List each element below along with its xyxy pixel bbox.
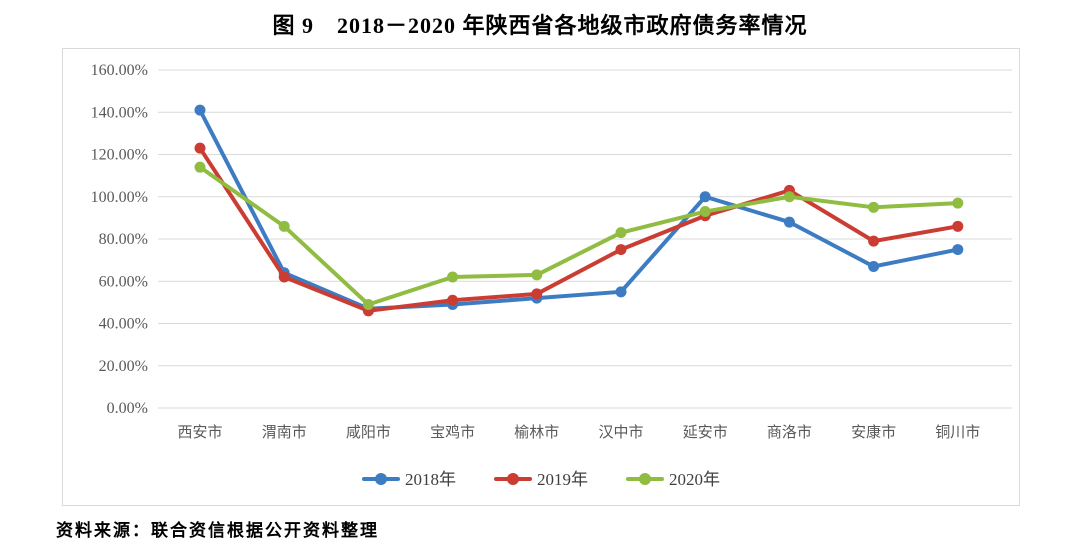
legend-item-series-0: 2018年 (362, 471, 456, 488)
legend-label: 2019年 (537, 469, 588, 489)
dot-icon (507, 473, 519, 485)
chart-legend: 2018年 2019年 2020年 (62, 466, 1020, 492)
chart-frame (62, 48, 1020, 506)
figure-title: 图 9 2018－2020 年陕西省各地级市政府债务率情况 (272, 13, 808, 38)
legend-label: 2020年 (669, 469, 720, 489)
dot-icon (639, 473, 651, 485)
source-note: 资料来源：联合资信根据公开资料整理 (56, 521, 379, 540)
line-marker-icon (494, 473, 532, 485)
legend-item-series-1: 2019年 (494, 471, 588, 488)
legend-item-series-2: 2020年 (626, 471, 720, 488)
line-marker-icon (362, 473, 400, 485)
line-marker-icon (626, 473, 664, 485)
legend-label: 2018年 (405, 469, 456, 489)
dot-icon (375, 473, 387, 485)
